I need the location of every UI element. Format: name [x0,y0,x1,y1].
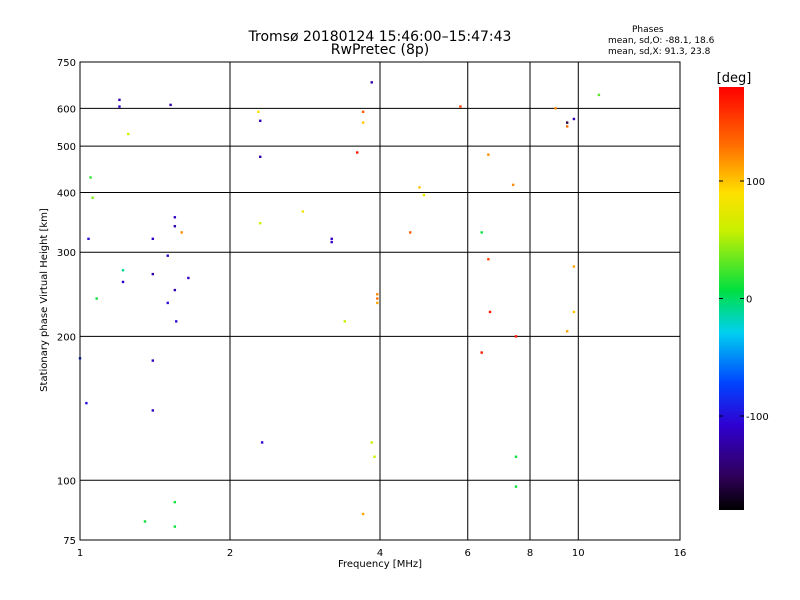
echo-point [151,409,155,412]
x-tick-label: 16 [674,548,687,559]
echo-point [554,107,557,110]
echo-point [330,240,333,244]
echo-point [376,301,379,305]
x-tick-label: 10 [572,548,585,559]
echo-point [89,176,92,179]
echo-point [259,222,262,225]
chart-subtitle: RwPretec (8p) [331,42,429,58]
colorbar-tick-label: 0 [746,295,752,306]
echo-point [259,155,262,159]
x-tick-label: 2 [227,548,233,559]
echo-point [376,297,379,300]
x-tick-label: 4 [377,548,383,559]
echo-point [87,237,90,241]
colorbar [719,87,744,510]
echo-point [175,320,178,323]
echo-point [565,121,569,124]
echo-point [572,265,576,268]
chart-title: Tromsø 20180124 15:46:00–15:47:43 [248,29,512,45]
echo-point [95,297,98,300]
echo-point [118,98,121,102]
echo-point [151,272,155,276]
echo-point [180,231,183,234]
echo-point [514,335,518,338]
stats-line-o: mean, sd,O: -88.1, 18.6 [608,36,715,46]
echo-point [259,119,262,123]
echo-point [514,455,518,458]
echo-point [118,105,121,108]
echo-point [173,525,177,528]
x-tick-label: 8 [527,548,533,559]
echo-point [480,231,483,234]
echo-point [85,401,88,405]
echo-point [260,441,264,444]
echo-point [151,237,155,241]
y-axis-label: Stationary phase Virtual Height [km] [39,208,50,392]
y-tick-label: 600 [57,104,76,115]
echo-point [370,81,373,84]
x-tick-label: 1 [77,548,83,559]
echo-point [173,225,177,228]
echo-point [355,151,359,154]
x-tick-label: 6 [465,548,471,559]
echo-point [361,512,365,516]
y-tick-label: 75 [63,536,76,547]
echo-point [173,500,177,504]
echo-point [418,186,421,189]
echo-point [480,351,483,354]
echo-point [488,310,492,314]
echo-point [422,193,426,197]
y-tick-label: 200 [57,332,76,343]
echo-point [514,485,518,488]
colorbar-label: [deg] [717,71,752,86]
stats-line-x: mean, sd,X: 91.3, 23.8 [608,47,711,57]
colorbar-tick-label: 100 [746,177,765,188]
echo-point [91,196,94,199]
echo-point [121,280,125,284]
axis-ticks: 1 2 4 6 8 10 16 75 100 200 300 400 500 600 750 [57,58,686,559]
echo-point [301,210,305,213]
echo-point [361,121,365,124]
echo-point [121,269,125,272]
echo-point [257,110,260,114]
y-tick-label: 750 [57,58,76,69]
echo-point [487,153,490,156]
echo-point [459,105,462,108]
echo-point [565,330,569,333]
y-tick-label: 500 [57,142,76,153]
echo-point [511,183,515,187]
echo-point [127,132,130,136]
echo-point [597,93,601,97]
echo-point [187,276,190,280]
echo-point [166,254,169,257]
stats-heading: Phases [632,25,664,35]
echo-point [330,237,333,241]
x-axis-label: Frequency [MHz] [338,559,422,570]
echo-point [143,520,147,523]
echo-point [173,288,177,292]
plot-frame [79,61,681,541]
echo-point [373,455,376,458]
echo-point [487,258,490,261]
y-tick-label: 100 [57,476,76,487]
echo-point [173,216,177,219]
echo-point [370,441,373,444]
data-points [78,81,601,528]
echo-point [169,103,172,107]
echo-point [565,125,569,128]
echo-point [572,117,576,121]
echo-point [572,310,576,314]
colorbar-tick-label: -100 [746,412,769,423]
echo-point [376,293,379,296]
y-tick-label: 300 [57,248,76,259]
y-tick-label: 400 [57,188,76,199]
echo-point [409,231,412,234]
echo-point [166,301,169,305]
echo-point [361,110,365,114]
grid [80,62,680,540]
echo-point [151,359,155,362]
echo-point [343,320,347,323]
colorbar-ticks: 100 0 -100 [719,177,769,423]
